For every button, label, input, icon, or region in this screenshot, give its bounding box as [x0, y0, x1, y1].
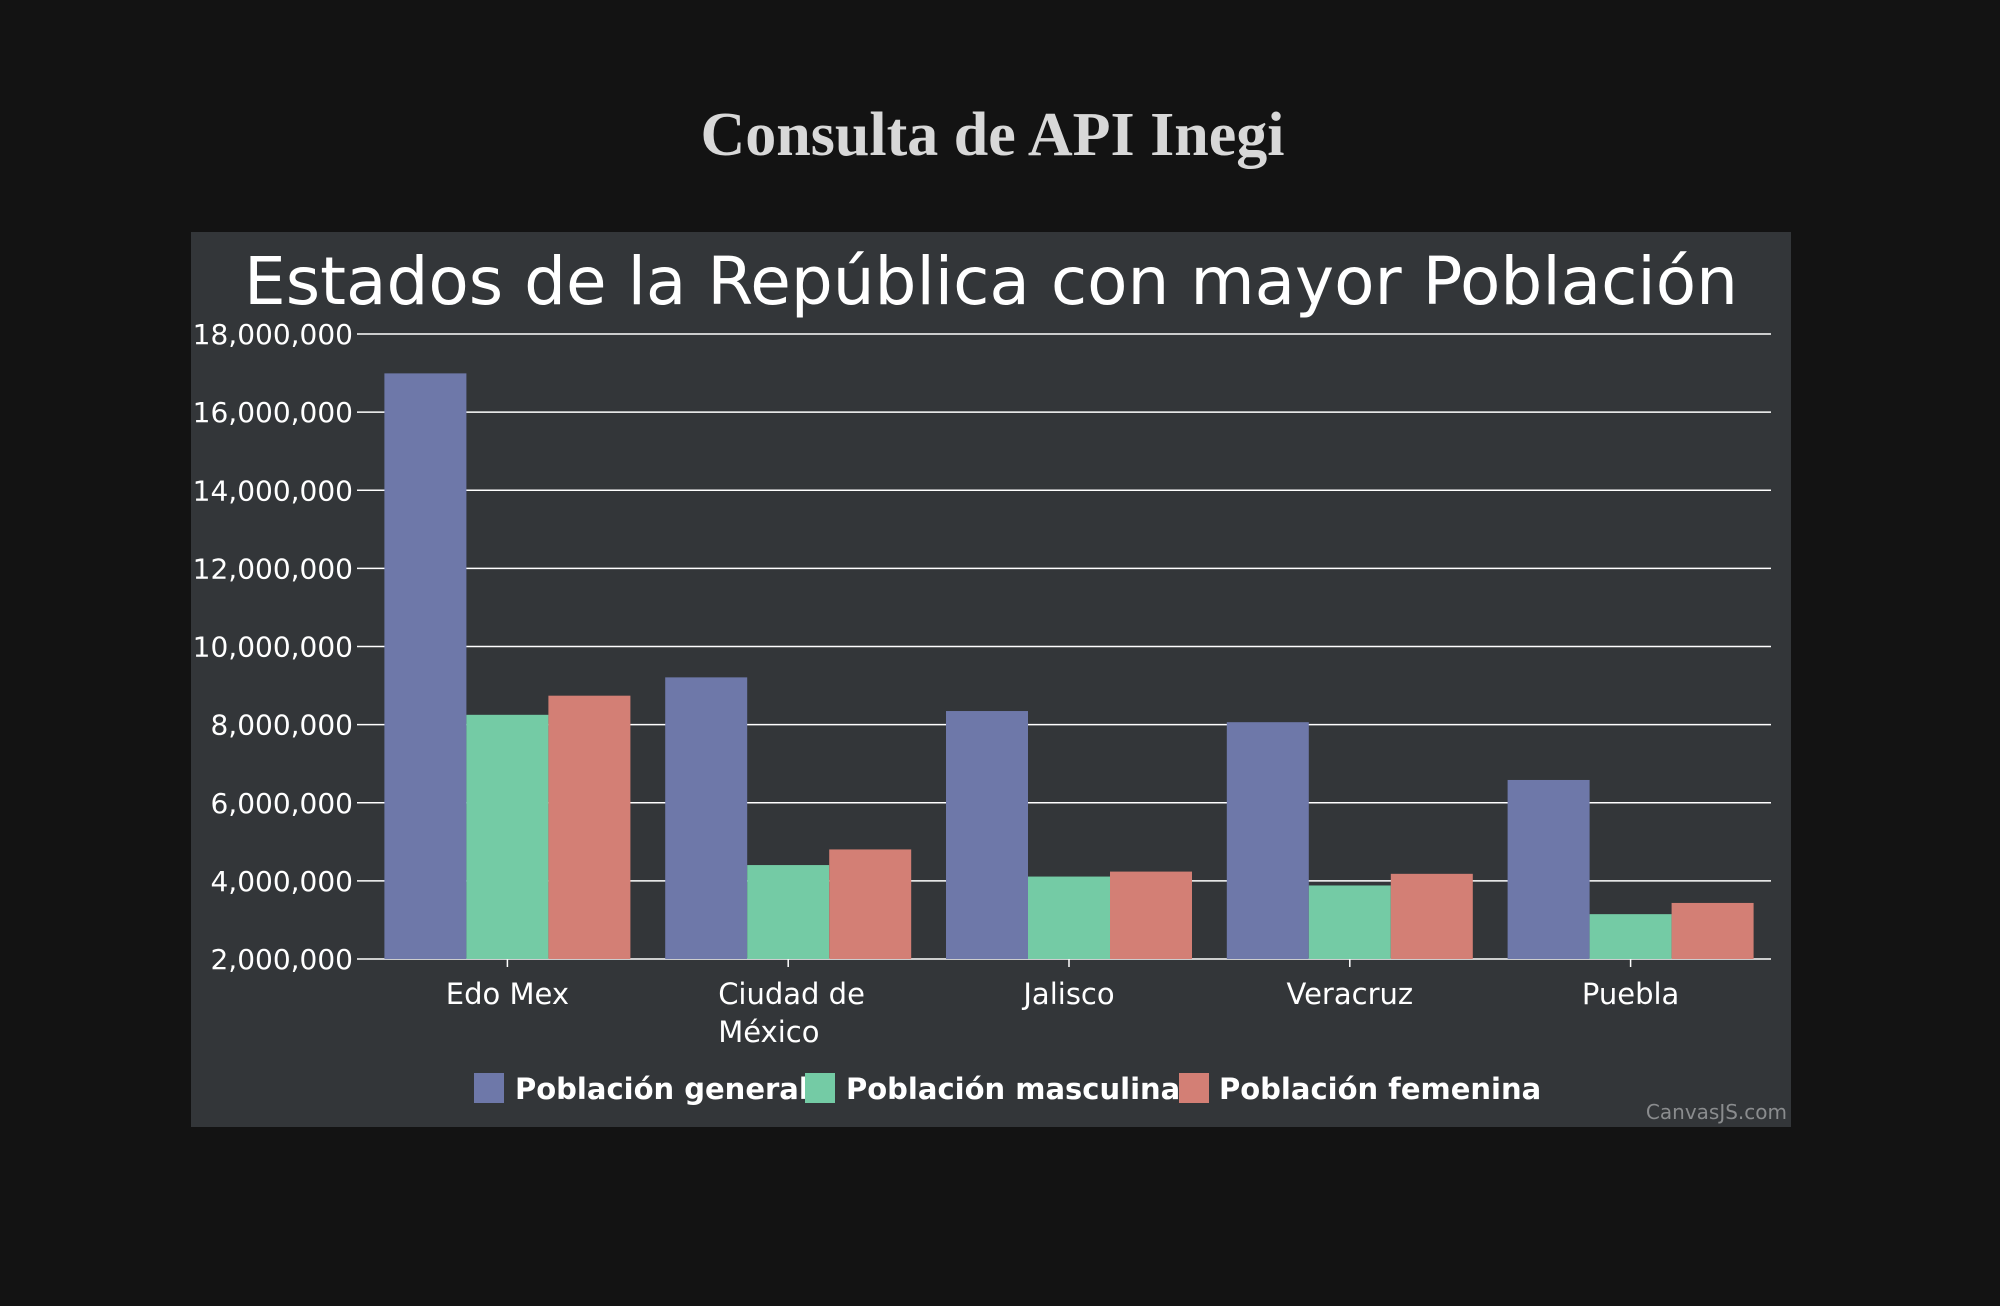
legend-label: Población general [515, 1072, 809, 1106]
legend-label: Población femenina [1219, 1072, 1541, 1106]
legend-marker [474, 1073, 504, 1103]
y-tick-label: 12,000,000 [193, 552, 353, 585]
bar-2-5 [1589, 914, 1672, 959]
x-tick-label: Jalisco [1021, 977, 1114, 1011]
bar-2-4 [1308, 885, 1391, 959]
bar-2-1 [466, 714, 549, 959]
x-tick-label: Veracruz [1287, 977, 1414, 1011]
bar-2-2 [747, 865, 830, 959]
bar-1-1 [384, 373, 467, 960]
y-tick-label: 14,000,000 [193, 474, 353, 507]
page-title: Consulta de API Inegi [700, 101, 1285, 169]
bar-3-5 [1671, 902, 1754, 959]
population-bar-chart: Estados de la República con mayor Poblac… [193, 243, 1787, 1124]
bar-1-5 [1507, 779, 1590, 959]
legend-label: Población masculina [846, 1072, 1180, 1106]
y-tick-label: 16,000,000 [193, 396, 353, 429]
bar-1-4 [1226, 722, 1309, 959]
bar-2-3 [1028, 876, 1110, 959]
x-tick-label: Edo Mex [446, 977, 569, 1011]
canvasjs-credit: CanvasJS.com [1646, 1100, 1787, 1124]
bar-1-3 [946, 711, 1028, 959]
x-tick-label: Puebla [1582, 977, 1679, 1011]
chart-panel: Estados de la República con mayor Poblac… [191, 232, 1791, 1127]
chart-title: Estados de la República con mayor Poblac… [244, 243, 1738, 320]
bar-3-3 [1110, 871, 1192, 959]
y-tick-label: 10,000,000 [193, 631, 353, 664]
legend-marker [1179, 1073, 1209, 1103]
y-tick-label: 18,000,000 [193, 318, 353, 351]
x-tick-label: Ciudad de [718, 977, 865, 1011]
legend-marker [805, 1073, 835, 1103]
x-tick-label: México [718, 1015, 819, 1049]
y-tick-label: 2,000,000 [210, 943, 353, 976]
bar-1-2 [665, 677, 748, 959]
bar-3-4 [1390, 873, 1473, 959]
y-tick-label: 8,000,000 [210, 709, 353, 742]
y-tick-label: 4,000,000 [210, 865, 353, 898]
bar-3-1 [548, 695, 631, 959]
y-tick-label: 6,000,000 [210, 787, 353, 820]
bar-3-2 [829, 849, 912, 959]
